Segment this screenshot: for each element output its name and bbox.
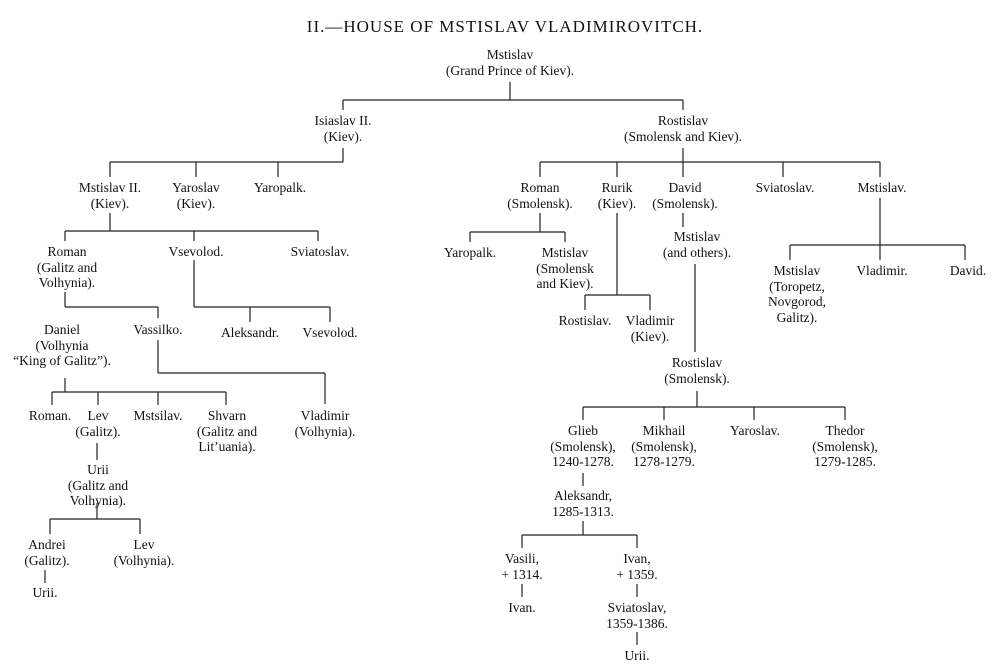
person-sviatoslav-left: Sviatoslav.	[290, 244, 350, 259]
person-lev-volhynia: Lev (Volhynia).	[113, 537, 175, 568]
person-ivan-1359: Ivan, + 1359.	[616, 551, 658, 582]
person-roman-2: Roman.	[28, 408, 72, 423]
person-vsevolod: Vsevolod.	[168, 244, 224, 259]
person-vsevolod-2: Vsevolod.	[302, 325, 358, 340]
person-urii-galitz-volhynia: Urii (Galitz and Volhynia).	[67, 462, 129, 508]
person-isiaslav-ii: Isiaslav II. (Kiev).	[314, 113, 372, 144]
person-mstsilav: Mstsilav.	[133, 408, 183, 423]
person-glieb: Glieb (Smolensk), 1240-1278.	[550, 423, 616, 469]
person-shvarn: Shvarn (Galitz and Lit’uania).	[196, 408, 258, 454]
person-david-smolensk: David (Smolensk).	[652, 180, 718, 211]
person-yaroslav-right: Yaroslav.	[730, 423, 780, 438]
person-vladimir-volhynia: Vladimir (Volhynia).	[294, 408, 356, 439]
person-andrei: Andrei (Galitz).	[24, 537, 70, 568]
person-rostislav-2: Rostislav.	[558, 313, 612, 328]
person-vladimir-right: Vladimir.	[856, 263, 908, 278]
person-mstislav-smolensk-kiev: Mstislav (Smolensk and Kiev).	[536, 245, 594, 291]
person-vasili: Vasili, + 1314.	[501, 551, 543, 582]
person-roman-galitz: Roman (Galitz and Volhynia).	[36, 244, 98, 290]
person-rostislav: Rostislav (Smolensk and Kiev).	[623, 113, 743, 144]
person-ivan-right: Ivan.	[508, 600, 536, 615]
person-mstislav-root: Mstislav (Grand Prince of Kiev).	[445, 47, 575, 78]
person-urii-left: Urii.	[32, 585, 58, 600]
person-yaroslav-kiev: Yaroslav (Kiev).	[172, 180, 220, 211]
person-roman-smolensk: Roman (Smolensk).	[507, 180, 573, 211]
person-mstislav-ii: Mstislav II. (Kiev).	[78, 180, 142, 211]
person-lev-galitz: Lev (Galitz).	[75, 408, 121, 439]
person-mikhail: Mikhail (Smolensk), 1278-1279.	[631, 423, 697, 469]
person-aleksandr-right: Aleksandr, 1285-1313.	[552, 488, 614, 519]
person-vladimir-kiev: Vladimir (Kiev).	[625, 313, 675, 344]
person-sviatoslav-right: Sviatoslav.	[755, 180, 815, 195]
person-rurik: Rurik (Kiev).	[597, 180, 637, 211]
person-urii-right: Urii.	[624, 648, 650, 663]
person-mstislav-toropetz: Mstislav (Toropetz, Novgorod, Galitz).	[767, 263, 827, 325]
person-sviatoslav-1359: Sviatoslav, 1359-1386.	[606, 600, 668, 631]
person-mstislav-right: Mstislav.	[857, 180, 907, 195]
diagram-title: II.—HOUSE OF MSTISLAV VLADIMIROVITCH.	[306, 17, 704, 36]
person-aleksandr-left: Aleksandr.	[220, 325, 280, 340]
person-david-right: David.	[949, 263, 987, 278]
person-yaropalk-right: Yaropalk.	[443, 245, 497, 260]
person-daniel: Daniel (Volhynia “King of Galitz”).	[13, 322, 111, 368]
person-yaropalk-left: Yaropalk.	[253, 180, 307, 195]
person-mstislav-and-others: Mstislav (and others).	[662, 229, 732, 260]
person-vassilko: Vassilko.	[133, 322, 183, 337]
person-rostislav-smolensk: Rostislav (Smolensk).	[664, 355, 730, 386]
person-thedor: Thedor (Smolensk), 1279-1285.	[812, 423, 878, 469]
